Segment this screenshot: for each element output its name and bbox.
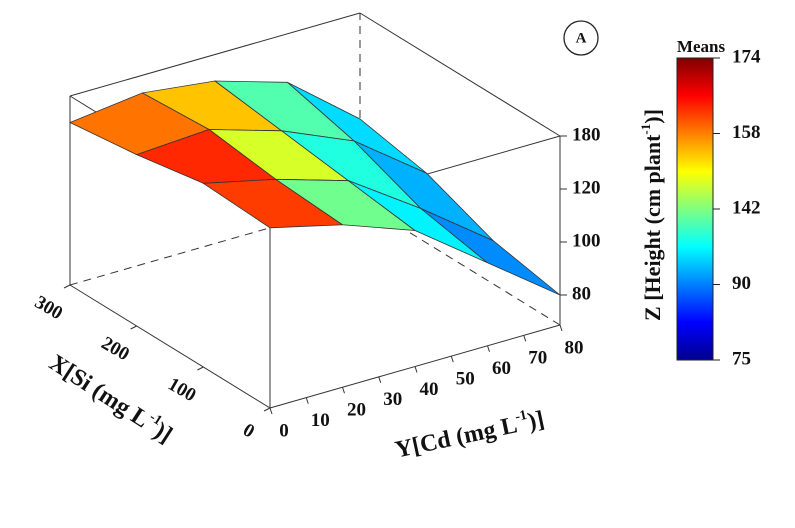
- x-tick-label: 100: [164, 374, 199, 406]
- z-tick-label: 100: [572, 230, 601, 251]
- hidden-edge: [359, 201, 561, 326]
- y-tick: [342, 387, 345, 394]
- y-tick-label: 20: [347, 400, 366, 421]
- x-tick: [197, 366, 204, 371]
- box-edge: [69, 12, 361, 97]
- panel-label: A: [576, 30, 587, 46]
- surface: [69, 80, 561, 296]
- colorbar-tick-label: 174: [732, 46, 761, 67]
- y-tick-label: 80: [565, 337, 584, 358]
- y-tick-label: 70: [528, 348, 547, 369]
- z-tick-label: 120: [572, 177, 601, 198]
- y-tick: [269, 407, 273, 415]
- y-tick-label: 10: [311, 410, 330, 431]
- z-tick-label: 180: [572, 124, 601, 145]
- y-tick-label: 60: [492, 358, 511, 379]
- panel-circle: [563, 20, 599, 56]
- x-tick-label: 200: [98, 333, 133, 365]
- colorbar-tick-label: 75: [732, 348, 751, 369]
- colorbar-tick-label: 90: [732, 273, 751, 294]
- x-tick-label: 300: [31, 292, 66, 324]
- x-tick: [63, 284, 71, 289]
- y-tick-label: 0: [279, 420, 289, 441]
- y-axis-label: Y[Cd (mg L-1)]: [393, 405, 547, 463]
- z-tick-label: 80: [572, 283, 591, 304]
- y-tick: [414, 366, 418, 373]
- box-edge: [359, 12, 561, 137]
- y-tick: [305, 397, 309, 404]
- x-tick-label: 0: [239, 420, 258, 443]
- colorbar-ticks: 75 90 142 158 174: [713, 46, 761, 369]
- x-tick: [263, 407, 271, 412]
- colorbar: [676, 57, 714, 361]
- surface-patch: [420, 208, 561, 296]
- x-tick: [130, 325, 137, 330]
- y-tick: [450, 355, 454, 363]
- box-edge: [69, 284, 271, 409]
- colorbar-tick-label: 142: [732, 197, 761, 218]
- colorbar-title: Means: [677, 37, 726, 56]
- x-axis-label: X[Si (mg L-1)]: [45, 348, 178, 448]
- y-tick-label: 40: [420, 379, 439, 400]
- y-tick: [559, 324, 563, 332]
- y-tick: [487, 345, 490, 352]
- colorbar-tick-label: 158: [732, 122, 761, 143]
- y-tick: [378, 376, 382, 384]
- y-tick: [523, 335, 527, 342]
- y-tick-label: 50: [456, 368, 475, 389]
- z-axis-label: Z [Height (cm plant-1)]: [638, 109, 665, 321]
- y-tick-label: 30: [383, 389, 402, 410]
